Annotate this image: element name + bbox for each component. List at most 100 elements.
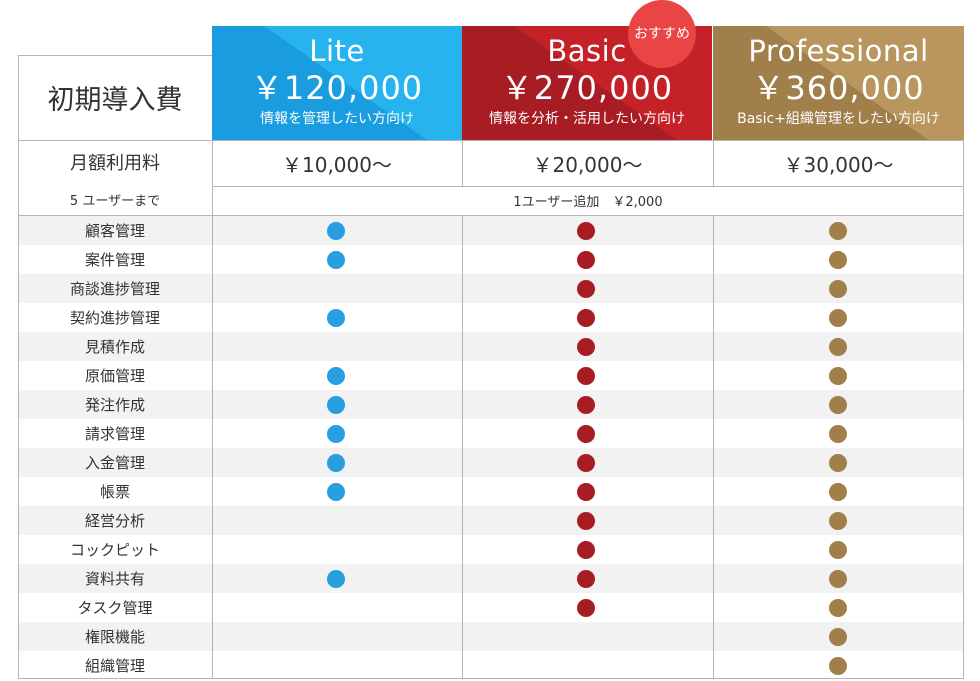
monthly-fee-label: 月額利用料 <box>70 153 160 174</box>
feature-name: コックピット <box>69 541 160 559</box>
included-dot-professional <box>829 454 847 472</box>
included-dot-basic <box>577 425 595 443</box>
users-note: 5 ユーザーまで <box>69 193 161 209</box>
table-row: 商談進捗管理 <box>18 274 964 303</box>
divider <box>18 140 964 141</box>
feature-name: タスク管理 <box>77 599 153 617</box>
feature-name: 契約進捗管理 <box>69 309 160 327</box>
included-dot-professional <box>829 309 847 327</box>
feature-name: 帳票 <box>99 483 130 501</box>
included-dot-professional <box>829 222 847 240</box>
plan-initial-price: ￥360,000 <box>752 69 925 107</box>
monthly-price-basic: ￥20,000～ <box>532 152 643 177</box>
included-dot-basic <box>577 251 595 269</box>
divider <box>18 55 19 679</box>
feature-name: 顧客管理 <box>84 222 145 240</box>
feature-name: 発注作成 <box>84 396 145 414</box>
included-dot-basic <box>577 599 595 617</box>
included-dot-lite <box>327 222 345 240</box>
feature-name: 案件管理 <box>84 251 145 269</box>
feature-name: 見積作成 <box>84 338 145 356</box>
included-dot-lite <box>327 454 345 472</box>
plan-description: 情報を管理したい方向け <box>260 111 414 127</box>
plan-header-lite: Lite ￥120,000 情報を管理したい方向け <box>212 26 462 140</box>
feature-name: 商談進捗管理 <box>69 280 160 298</box>
divider <box>462 215 463 679</box>
table-row: 見積作成 <box>18 332 964 361</box>
table-row: 原価管理 <box>18 361 964 390</box>
included-dot-professional <box>829 396 847 414</box>
divider <box>18 678 964 679</box>
recommend-badge: おすすめ <box>628 0 696 68</box>
divider <box>713 215 714 679</box>
included-dot-lite <box>327 251 345 269</box>
divider <box>18 55 212 56</box>
plan-initial-price: ￥270,000 <box>500 69 674 107</box>
table-row: タスク管理 <box>18 593 964 622</box>
included-dot-professional <box>829 628 847 646</box>
included-dot-professional <box>829 657 847 675</box>
table-row: 請求管理 <box>18 419 964 448</box>
feature-name: 資料共有 <box>84 570 145 588</box>
table-row: 案件管理 <box>18 245 964 274</box>
divider <box>963 140 964 679</box>
table-row: 入金管理 <box>18 448 964 477</box>
included-dot-professional <box>829 338 847 356</box>
divider <box>212 186 964 187</box>
feature-name: 経営分析 <box>84 512 145 530</box>
table-row: 権限機能 <box>18 622 964 651</box>
included-dot-professional <box>829 541 847 559</box>
plan-name: Basic <box>547 34 627 68</box>
included-dot-professional <box>829 599 847 617</box>
divider <box>18 215 964 216</box>
table-row: コックピット <box>18 535 964 564</box>
feature-name: 原価管理 <box>84 367 145 385</box>
included-dot-basic <box>577 454 595 472</box>
included-dot-basic <box>577 280 595 298</box>
plan-name: Lite <box>309 34 365 68</box>
included-dot-lite <box>327 425 345 443</box>
feature-name: 入金管理 <box>84 454 145 472</box>
initial-fee-label: 初期導入費 <box>47 85 183 116</box>
feature-name: 請求管理 <box>84 425 145 443</box>
table-row: 経営分析 <box>18 506 964 535</box>
table-row: 契約進捗管理 <box>18 303 964 332</box>
included-dot-basic <box>577 512 595 530</box>
included-dot-professional <box>829 280 847 298</box>
feature-name: 組織管理 <box>84 657 145 675</box>
plan-description: Basic+組織管理をしたい方向け <box>737 111 940 127</box>
table-row: 帳票 <box>18 477 964 506</box>
feature-name: 権限機能 <box>84 628 145 646</box>
included-dot-professional <box>829 483 847 501</box>
included-dot-professional <box>829 425 847 443</box>
table-row: 顧客管理 <box>18 216 964 245</box>
table-row: 資料共有 <box>18 564 964 593</box>
included-dot-professional <box>829 367 847 385</box>
included-dot-lite <box>327 570 345 588</box>
plan-description: 情報を分析・活用したい方向け <box>489 111 685 127</box>
included-dot-lite <box>327 396 345 414</box>
included-dot-basic <box>577 396 595 414</box>
included-dot-lite <box>327 309 345 327</box>
included-dot-basic <box>577 570 595 588</box>
included-dot-lite <box>327 483 345 501</box>
included-dot-basic <box>577 222 595 240</box>
add-user-note: 1ユーザー追加 ￥2,000 <box>513 195 663 210</box>
plan-initial-price: ￥120,000 <box>250 69 424 107</box>
included-dot-professional <box>829 512 847 530</box>
included-dot-lite <box>327 367 345 385</box>
divider <box>713 140 714 186</box>
divider <box>212 140 213 679</box>
included-dot-basic <box>577 367 595 385</box>
included-dot-basic <box>577 338 595 356</box>
monthly-price-lite: ￥10,000～ <box>282 152 392 177</box>
plan-name: Professional <box>748 34 929 68</box>
included-dot-basic <box>577 483 595 501</box>
divider <box>462 140 463 186</box>
included-dot-professional <box>829 251 847 269</box>
monthly-price-professional: ￥30,000～ <box>783 152 894 177</box>
included-dot-basic <box>577 309 595 327</box>
plan-header-professional: Professional ￥360,000 Basic+組織管理をしたい方向け <box>713 26 964 140</box>
included-dot-basic <box>577 541 595 559</box>
table-row: 組織管理 <box>18 651 964 680</box>
